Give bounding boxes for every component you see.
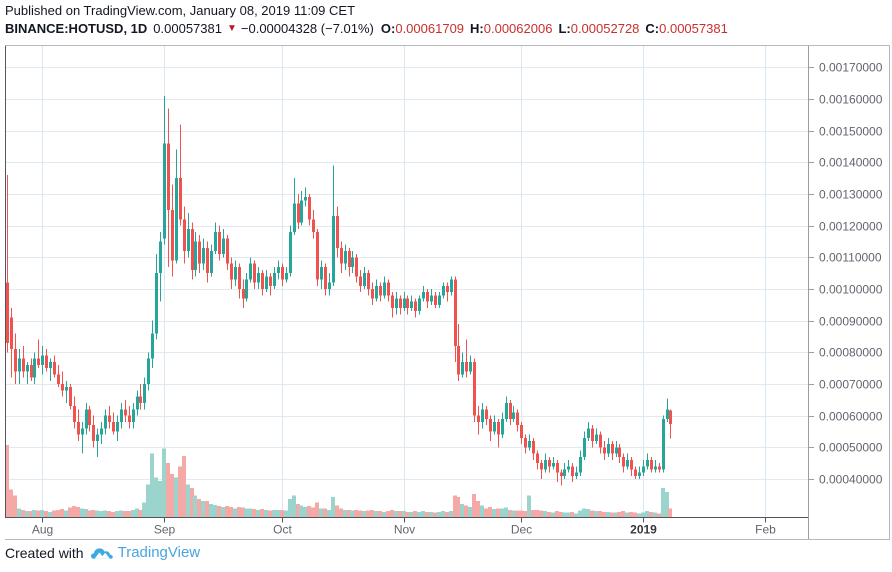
down-triangle-icon: ▼ xyxy=(226,22,237,34)
y-axis-label: 0.00170000 xyxy=(819,61,883,75)
x-axis-label: Sep xyxy=(154,523,176,537)
y-axis-label: 0.00150000 xyxy=(819,125,883,139)
open-value: O:0.00061709 xyxy=(380,21,465,36)
last-price: 0.00057381 xyxy=(153,21,222,36)
y-axis-label: 0.00060000 xyxy=(819,410,883,424)
y-axis-label: 0.00050000 xyxy=(819,441,883,455)
axis-labels: 0.00170000 0.00160000 0.00150000 0.00140000… xyxy=(32,61,883,537)
volume-bars xyxy=(5,445,672,517)
y-axis-label: 0.00110000 xyxy=(819,251,882,265)
symbol-name: BINANCE:HOTUSD, 1D xyxy=(5,21,148,36)
close-value: C:0.00057381 xyxy=(645,21,728,36)
x-axis-label: Dec xyxy=(511,523,532,537)
y-axis-label: 0.00130000 xyxy=(819,188,883,202)
grid-horizontal xyxy=(5,67,808,480)
y-axis-label: 0.00040000 xyxy=(819,473,883,487)
tradingview-logo-icon xyxy=(90,547,113,559)
tradingview-brand-link[interactable]: TradingView xyxy=(117,544,201,561)
price-change: −0.00004328 (−7.01%) xyxy=(240,21,374,36)
x-axis-label: Nov xyxy=(394,523,415,537)
low-value: L:0.00052728 xyxy=(558,21,640,36)
y-axis-label: 0.00160000 xyxy=(819,93,883,107)
x-axis-label: Aug xyxy=(32,523,53,537)
symbol-legend: BINANCE:HOTUSD, 1D 0.00057381 ▼ −0.00004… xyxy=(5,21,734,36)
y-axis-label: 0.00070000 xyxy=(819,378,883,392)
y-axis-label: 0.00080000 xyxy=(819,346,883,360)
footer: Created with TradingView xyxy=(5,544,200,561)
candles xyxy=(6,95,672,486)
y-axis-label: 0.00100000 xyxy=(819,283,883,297)
axes xyxy=(5,45,890,540)
x-axis-label: Oct xyxy=(273,523,292,537)
y-axis-label: 0.00120000 xyxy=(819,220,883,234)
x-axis-label: 2019 xyxy=(630,523,657,537)
y-axis-label: 0.00140000 xyxy=(819,156,883,170)
y-axis-label: 0.00090000 xyxy=(819,315,883,329)
x-axis-label: Feb xyxy=(755,523,776,537)
published-line: Published on TradingView.com, January 08… xyxy=(5,3,356,18)
created-with-label: Created with xyxy=(5,544,84,561)
grid-vertical xyxy=(42,45,766,518)
high-value: H:0.00062006 xyxy=(470,21,553,36)
